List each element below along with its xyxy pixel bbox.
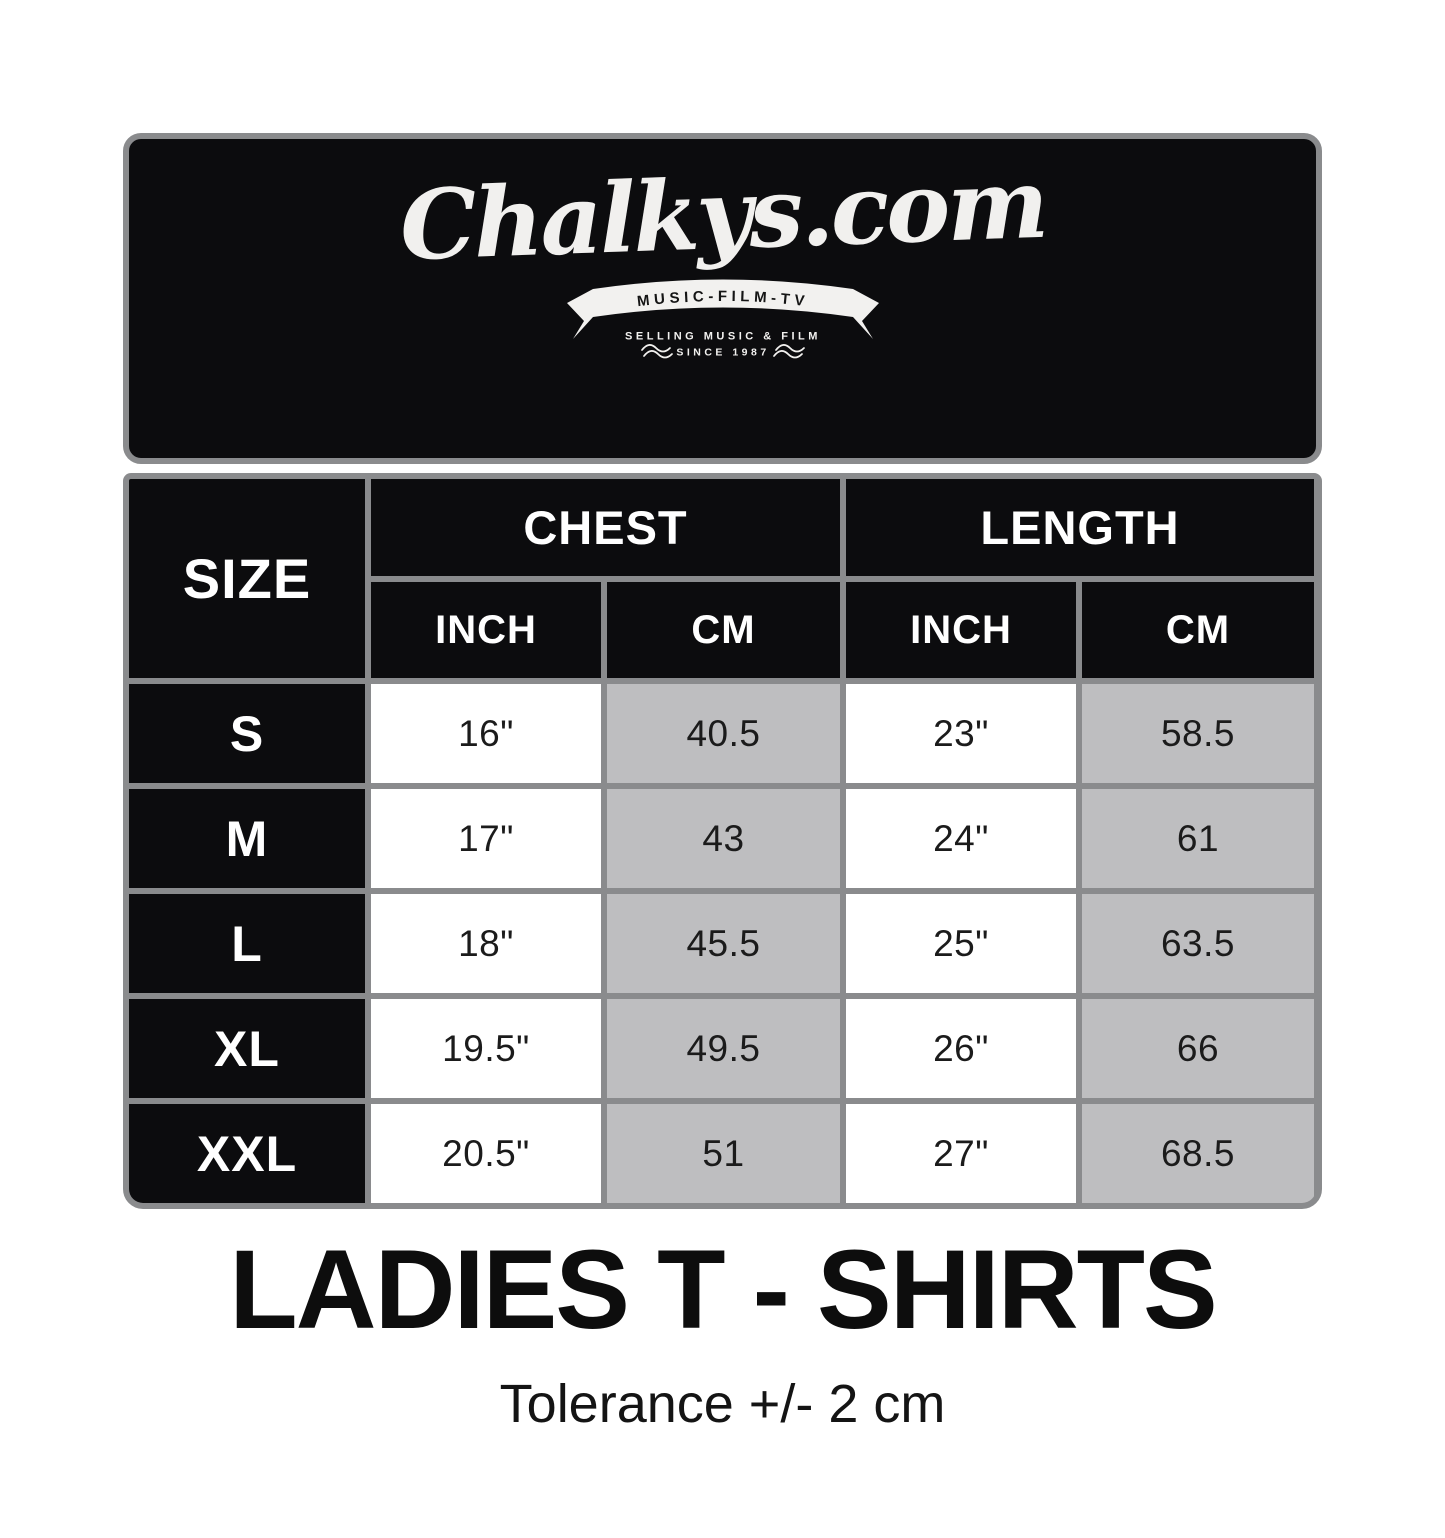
length-inch-header: INCH xyxy=(846,582,1076,678)
chest-inch-value: 20.5" xyxy=(371,1104,601,1203)
chest-cm-value: 40.5 xyxy=(607,684,840,783)
chest-group-header: CHEST xyxy=(371,479,840,576)
flourish-right-icon xyxy=(774,344,805,353)
length-cm-value: 58.5 xyxy=(1082,684,1314,783)
brand-banner-text: MUSIC-FILM-TV xyxy=(636,288,805,310)
brand-since-text: SINCE 1987 xyxy=(676,347,769,359)
size-cell-l: L xyxy=(129,894,365,993)
length-inch-value: 24" xyxy=(846,789,1076,888)
brand-logo-text: Chalkys.com xyxy=(397,146,1048,283)
length-inch-value: 27" xyxy=(846,1104,1076,1203)
chest-cm-value: 45.5 xyxy=(607,894,840,993)
chest-inch-value: 17" xyxy=(371,789,601,888)
flourish-right-icon xyxy=(772,350,803,359)
length-cm-header: CM xyxy=(1082,582,1314,678)
length-inch-value: 25" xyxy=(846,894,1076,993)
chest-cm-value: 43 xyxy=(607,789,840,888)
size-cell-xxl: XXL xyxy=(129,1104,365,1203)
length-cm-value: 66 xyxy=(1082,999,1314,1098)
size-column-header: SIZE xyxy=(129,479,365,678)
length-inch-value: 23" xyxy=(846,684,1076,783)
size-cell-m: M xyxy=(129,789,365,888)
length-group-header: LENGTH xyxy=(846,479,1314,576)
size-table: SIZE CHEST LENGTH INCH CM INCH CM S 16" … xyxy=(123,473,1322,1209)
length-cm-value: 68.5 xyxy=(1082,1104,1314,1203)
brand-ribbon-graphic: MUSIC-FILM-TV SELLING MUSIC & FILM SINCE… xyxy=(566,279,879,359)
flourish-left-icon xyxy=(640,344,671,353)
chest-cm-header: CM xyxy=(607,582,840,678)
ribbon-tail-left-icon xyxy=(566,289,593,339)
chest-inch-value: 19.5" xyxy=(371,999,601,1098)
ribbon-band-icon xyxy=(592,279,853,317)
tolerance-note: Tolerance +/- 2 cm xyxy=(499,1373,946,1434)
size-cell-s: S xyxy=(129,684,365,783)
chest-inch-value: 16" xyxy=(371,684,601,783)
length-inch-value: 26" xyxy=(846,999,1076,1098)
chest-inch-value: 18" xyxy=(371,894,601,993)
size-cell-xl: XL xyxy=(129,999,365,1098)
ribbon-tail-right-icon xyxy=(852,289,879,339)
chest-cm-value: 49.5 xyxy=(607,999,840,1098)
brand-header-panel: Chalkys.com MUSIC-FILM-TV SELLING MUSIC … xyxy=(123,133,1322,464)
chart-title: LADIES T - SHIRTS xyxy=(229,1227,1217,1352)
length-cm-value: 63.5 xyxy=(1082,894,1314,993)
length-cm-value: 61 xyxy=(1082,789,1314,888)
flourish-left-icon xyxy=(642,350,673,359)
brand-banner-text-holder: MUSIC-FILM-TV xyxy=(636,288,810,310)
chest-inch-header: INCH xyxy=(371,582,601,678)
size-chart-page: Chalkys.com MUSIC-FILM-TV SELLING MUSIC … xyxy=(123,0,1322,1209)
chest-cm-value: 51 xyxy=(607,1104,840,1203)
brand-tagline-text: SELLING MUSIC & FILM xyxy=(625,331,821,343)
